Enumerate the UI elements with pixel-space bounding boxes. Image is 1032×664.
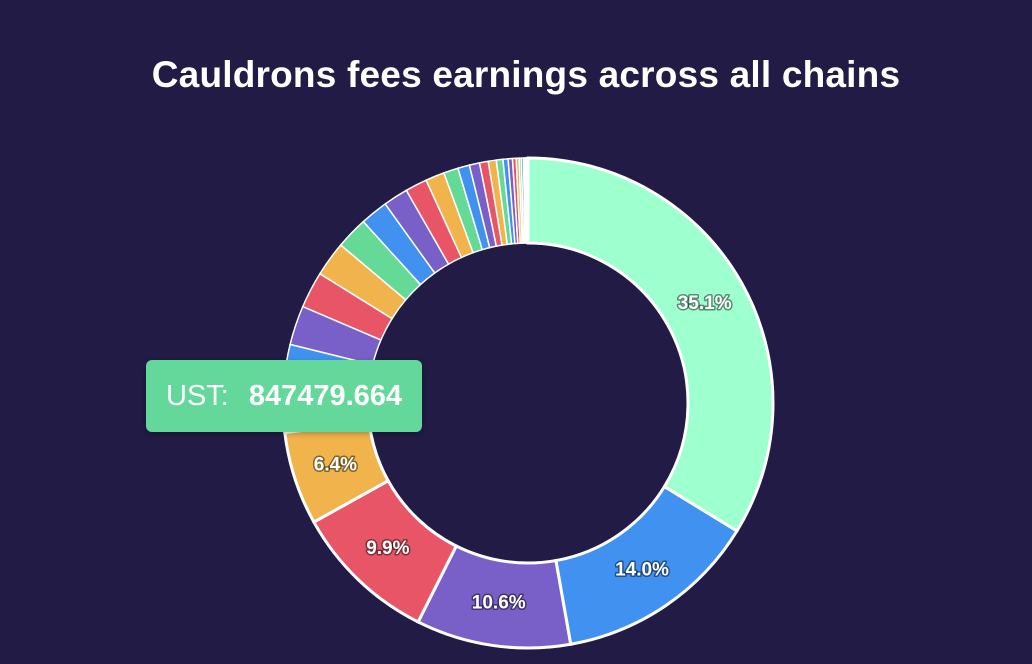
chart-tooltip: UST: 847479.664 <box>146 360 423 432</box>
slice-percent-label: 6.4% <box>314 455 357 476</box>
slice-percent-label: 14.0% <box>615 559 669 580</box>
donut-labels: 35.1% 14.0% 10.6% 9.9% 6.4% <box>312 292 733 615</box>
tooltip-value: 847479.664 <box>248 379 403 412</box>
donut-slice[interactable] <box>526 156 775 534</box>
donut-slices <box>281 156 775 650</box>
donut-slice[interactable] <box>525 157 529 244</box>
tooltip-series-name: UST: <box>166 379 229 412</box>
slice-percent-label: 35.1% <box>678 293 732 314</box>
slice-percent-label: 10.6% <box>472 592 526 613</box>
slice-percent-label: 9.9% <box>366 538 409 559</box>
chart-title: Cauldrons fees earnings across all chain… <box>151 54 901 95</box>
